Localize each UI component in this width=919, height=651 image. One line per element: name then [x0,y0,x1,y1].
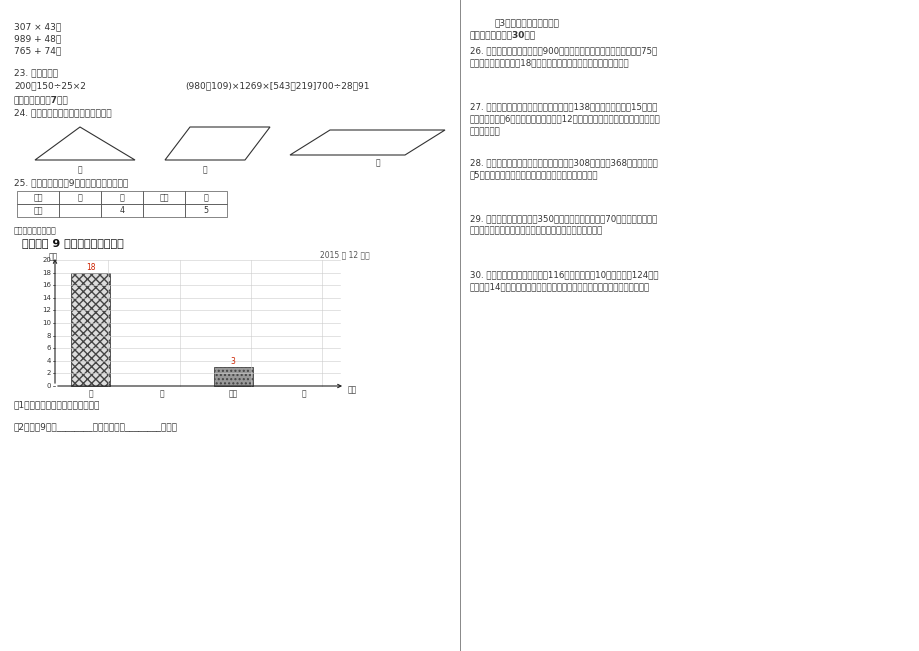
Text: 0: 0 [47,383,51,389]
Text: 阴: 阴 [119,193,124,202]
Text: 底: 底 [77,165,82,174]
Text: 底: 底 [202,165,207,174]
Bar [17,204,59,217]
Bar [17,191,59,204]
Bar [142,191,185,204]
Text: 天数: 天数 [49,252,58,261]
Text: 8: 8 [47,333,51,339]
Text: 3: 3 [231,357,235,366]
Text: 五、操作题。（7分）: 五、操作题。（7分） [14,95,69,104]
Text: 阴: 阴 [159,389,164,398]
Text: 6: 6 [47,345,51,351]
Bar [101,191,142,204]
Text: 雨: 雨 [203,193,208,202]
Text: 307 × 43＝: 307 × 43＝ [14,22,62,31]
Text: 绘制成统计图如下：: 绘制成统计图如下： [14,226,57,235]
Text: 某市今年 9 月份天气情况统计图: 某市今年 9 月份天气情况统计图 [22,238,124,248]
Text: 18: 18 [85,262,96,271]
Text: 18: 18 [42,270,51,275]
Text: 天气: 天气 [33,193,42,202]
Text: 12: 12 [42,307,51,313]
Bar [185,204,227,217]
Text: （3）你还获得什么信息？: （3）你还获得什么信息？ [494,18,560,27]
Text: 10: 10 [42,320,51,326]
Text: 晴: 晴 [88,389,93,398]
Bar [101,204,142,217]
Text: 30. 有甲、乙两列火车，甲车长116米，每秒行馿10米；乙车长124米，
每秒行馿14米。两车相遇后，从甲车与乙车车头相遇到车尾分开需要多少秒？: 30. 有甲、乙两列火车，甲车长116米，每秒行馿10米；乙车长124米， 每秒… [470,270,658,292]
Bar [213,367,253,386]
Text: 4: 4 [47,358,51,364]
Text: (980－109)×1269×[543＋219]700÷28＋91: (980－109)×1269×[543＋219]700÷28＋91 [185,81,369,90]
Text: 200－150÷25×2: 200－150÷25×2 [14,81,85,90]
Bar [59,204,101,217]
Bar [71,273,110,386]
Text: 2: 2 [47,370,51,376]
Text: 16: 16 [42,282,51,288]
Text: 25. 下面是某市今年9月份天气情况统计表。: 25. 下面是某市今年9月份天气情况统计表。 [14,178,128,187]
Text: 5: 5 [203,206,209,215]
Bar [59,191,101,204]
Text: 29. 甲、乙两个书架共放书350本。如果从甲书架拿出70本书放到乙书架上
，这时两个书架上放的书相等。甲书架上原来放书多少本？: 29. 甲、乙两个书架共放书350本。如果从甲书架拿出70本书放到乙书架上 ，这… [470,214,656,236]
Text: 27. 某单位组织员工去春游，火车以每小时138千米的速度行驫了15小时后
，距目的地还有6千米。如果返程必须在12小时以内返回，那么返程时火车的速度
最少是多: 27. 某单位组织员工去春游，火车以每小时138千米的速度行驫了15小时后 ，距… [470,102,660,136]
Text: 28. 贝贝在计算有余数的除法时，把被除数308错写成了368，结果商增加
了5，而余数恰好相同。求这道除法算式的除数和余数。: 28. 贝贝在计算有余数的除法时，把被除数308错写成了368，结果商增加 了5… [470,158,657,180]
Text: 晴: 晴 [77,193,83,202]
Text: 24. 画出如图各图形给定底边上的高。: 24. 画出如图各图形给定底边上的高。 [14,108,111,117]
Text: 天数: 天数 [33,206,42,215]
Text: （1）请把统计表和统计图填完整。: （1）请把统计表和统计图填完整。 [14,400,100,409]
Text: 六、解决问题。（30分）: 六、解决问题。（30分） [470,30,536,39]
Text: 4: 4 [119,206,124,215]
Text: 26. 新学期，育才学校购买了900本图书分给全校各个班，每个班分得75本
，又准备为每个班采购18副羽毛球拍，共需要采购多少副羽毛球拍？: 26. 新学期，育才学校购买了900本图书分给全校各个班，每个班分得75本 ，又… [470,46,656,68]
Text: 雨: 雨 [301,389,306,398]
Text: 20: 20 [42,257,51,263]
Text: 765 + 74＝: 765 + 74＝ [14,46,62,55]
Bar [142,204,185,217]
Text: 多云: 多云 [228,389,237,398]
Text: 底: 底 [375,158,380,167]
Bar [185,191,227,204]
Text: 989 + 48＝: 989 + 48＝ [14,34,62,43]
Text: 天气: 天气 [347,385,357,395]
Text: 14: 14 [42,295,51,301]
Text: 23. 竖式计算。: 23. 竖式计算。 [14,68,58,77]
Text: 多云: 多云 [159,193,168,202]
Text: （2）该平9月中________的天数最多，________最少。: （2）该平9月中________的天数最多，________最少。 [14,422,177,431]
Text: 2015 年 12 月制: 2015 年 12 月制 [320,250,369,259]
